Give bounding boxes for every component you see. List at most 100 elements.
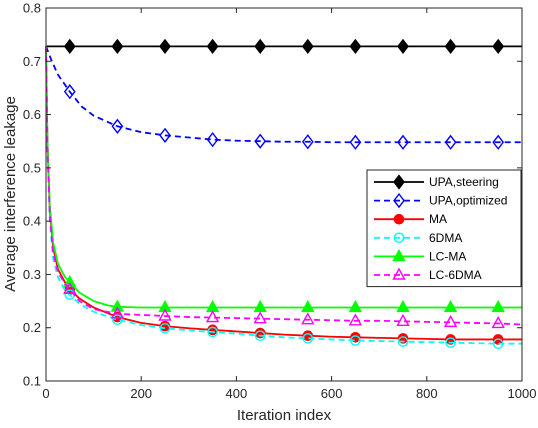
y-tick-label: 0.8 bbox=[23, 1, 41, 16]
series-1 bbox=[45, 46, 522, 150]
y-tick-label: 0.5 bbox=[23, 160, 41, 175]
x-axis-label: Iteration index bbox=[237, 407, 332, 424]
series-marker bbox=[444, 38, 457, 55]
series-marker bbox=[492, 134, 505, 150]
y-tick-label: 0.7 bbox=[23, 54, 41, 69]
series-marker bbox=[254, 133, 267, 149]
series-marker bbox=[349, 38, 362, 55]
series-marker bbox=[348, 313, 363, 326]
series-marker bbox=[396, 313, 410, 327]
series-line bbox=[45, 46, 522, 309]
series-layer bbox=[45, 38, 523, 350]
legend-entry: LC-6DMA bbox=[374, 267, 482, 282]
series-marker bbox=[110, 306, 125, 319]
series-marker bbox=[443, 314, 458, 328]
series-marker bbox=[348, 300, 363, 313]
legend-label: MA bbox=[429, 212, 447, 226]
series-marker bbox=[254, 38, 267, 55]
series-marker bbox=[206, 131, 219, 148]
legend-label: LC-MA bbox=[429, 249, 466, 263]
series-marker bbox=[397, 336, 409, 347]
legend-entry: UPA,steering bbox=[374, 174, 499, 190]
legend-label: LC-6DMA bbox=[429, 268, 482, 282]
y-axis-label: Average interference leakage bbox=[2, 96, 19, 292]
legend-marker bbox=[392, 267, 406, 280]
legend-entry: 6DMA bbox=[374, 231, 462, 245]
series-marker bbox=[492, 338, 504, 350]
ticks: 0 200 400 600 800 1000 0.1 0.2 0.3 0.4 0.5 0.6 0.7 0.… bbox=[23, 1, 537, 402]
legend-label: 6DMA bbox=[429, 231, 462, 245]
series-line bbox=[45, 46, 522, 345]
y-tick-label: 0.1 bbox=[23, 374, 41, 389]
legend-marker bbox=[393, 213, 405, 225]
axes-frame bbox=[45, 7, 523, 382]
x-tick-label: 200 bbox=[130, 386, 152, 401]
series-marker bbox=[207, 326, 218, 338]
series-line bbox=[45, 46, 523, 326]
legend-marker bbox=[393, 232, 405, 244]
series-0 bbox=[46, 38, 522, 55]
series-marker bbox=[302, 333, 314, 344]
series-5 bbox=[45, 46, 523, 329]
series-3 bbox=[45, 46, 522, 350]
y-tick-label: 0.6 bbox=[23, 107, 41, 122]
legend-marker bbox=[392, 248, 406, 262]
legend-marker bbox=[393, 174, 405, 190]
series-marker bbox=[445, 334, 456, 345]
x-tick-label: 800 bbox=[416, 386, 438, 401]
series-marker bbox=[443, 300, 458, 313]
series-marker bbox=[396, 300, 410, 313]
series-marker bbox=[491, 315, 505, 329]
series-marker bbox=[63, 281, 77, 295]
series-marker bbox=[111, 118, 124, 134]
series-marker bbox=[158, 300, 172, 313]
series-marker bbox=[253, 311, 267, 324]
series-marker bbox=[159, 320, 171, 332]
legend-entry: MA bbox=[374, 212, 447, 226]
series-marker bbox=[63, 38, 76, 55]
y-tick-label: 0.3 bbox=[23, 267, 41, 282]
x-tick-label: 1000 bbox=[508, 386, 537, 401]
legend-marker bbox=[393, 192, 405, 209]
series-marker bbox=[254, 330, 266, 342]
series-marker bbox=[63, 274, 77, 288]
series-marker bbox=[207, 324, 218, 336]
series-marker bbox=[397, 134, 409, 150]
series-marker bbox=[301, 312, 315, 325]
series-4 bbox=[45, 46, 522, 313]
series-marker bbox=[158, 308, 172, 321]
x-tick-label: 600 bbox=[321, 386, 343, 401]
series-marker bbox=[350, 335, 361, 346]
series-marker bbox=[397, 38, 409, 55]
series-marker bbox=[301, 300, 315, 313]
series-marker bbox=[111, 38, 124, 55]
series-marker bbox=[444, 134, 457, 150]
series-marker bbox=[492, 38, 505, 55]
y-tick-label: 0.2 bbox=[23, 320, 41, 335]
series-marker bbox=[159, 38, 171, 55]
legend-entry: UPA,optimized bbox=[374, 192, 507, 209]
legend: UPA,steering UPA,optimized MA 6DMA LC-MA LC-6… bbox=[366, 169, 522, 288]
legend-box bbox=[366, 169, 522, 288]
series-marker bbox=[301, 38, 314, 55]
series-marker bbox=[445, 337, 456, 348]
series-marker bbox=[349, 134, 362, 150]
series-marker bbox=[301, 134, 314, 150]
axes-box bbox=[45, 7, 523, 382]
legend-entry: LC-MA bbox=[374, 248, 466, 263]
series-marker bbox=[63, 84, 76, 100]
x-tick-label: 400 bbox=[226, 386, 248, 401]
series-marker bbox=[159, 127, 171, 144]
x-tick-label: 0 bbox=[42, 386, 49, 401]
series-marker bbox=[110, 299, 125, 312]
series-marker bbox=[112, 314, 123, 326]
legend-label: UPA,steering bbox=[429, 175, 499, 189]
legend-label: UPA,optimized bbox=[429, 194, 507, 208]
series-line bbox=[45, 46, 522, 144]
series-marker bbox=[205, 310, 220, 323]
y-tick-label: 0.4 bbox=[23, 214, 41, 229]
series-marker bbox=[206, 38, 219, 55]
series-marker bbox=[159, 322, 171, 334]
series-marker bbox=[491, 300, 505, 313]
